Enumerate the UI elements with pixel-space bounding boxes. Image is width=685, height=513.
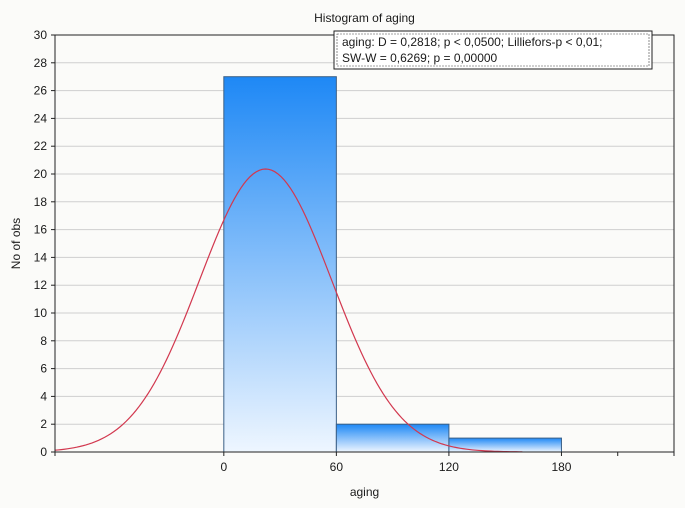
y-tick-label: 28 [34, 56, 48, 70]
y-tick-label: 16 [34, 223, 48, 237]
x-tick-label: 180 [551, 460, 571, 474]
histogram-bar [223, 76, 337, 453]
histogram-bar [448, 437, 562, 453]
y-tick-label: 20 [34, 167, 48, 181]
histogram-bar [335, 423, 450, 453]
stats-annotation-box: aging: D = 0,2818; p < 0,0500; Lilliefor… [333, 30, 653, 70]
y-tick-label: 26 [34, 84, 48, 98]
y-tick-label: 4 [40, 389, 47, 403]
stats-annotation-line-1: aging: D = 0,2818; p < 0,0500; Lilliefor… [342, 35, 603, 49]
bars-layer [223, 76, 562, 453]
y-tick-label: 0 [40, 445, 47, 459]
y-tick-label: 30 [34, 28, 48, 42]
y-tick-label: 14 [34, 250, 48, 264]
x-tick-label: 60 [330, 460, 344, 474]
y-tick-label: 10 [34, 306, 48, 320]
y-tick-label: 24 [34, 111, 48, 125]
chart-title: Histogram of aging [314, 11, 415, 25]
x-axis-title: aging [350, 485, 379, 499]
x-tick-label: 0 [220, 460, 227, 474]
y-tick-label: 22 [34, 139, 48, 153]
y-tick-label: 2 [40, 417, 47, 431]
y-tick-label: 6 [40, 362, 47, 376]
normal-curve-layer [54, 168, 523, 453]
y-tick-label: 18 [34, 195, 48, 209]
stats-annotation-line-2: SW-W = 0,6269; p = 0,00000 [342, 51, 498, 65]
x-tick-label: 120 [439, 460, 459, 474]
y-tick-label: 8 [40, 334, 47, 348]
y-tick-label: 12 [34, 278, 48, 292]
normal-fit-curve [54, 168, 523, 453]
y-axis-title: No of obs [9, 218, 23, 269]
